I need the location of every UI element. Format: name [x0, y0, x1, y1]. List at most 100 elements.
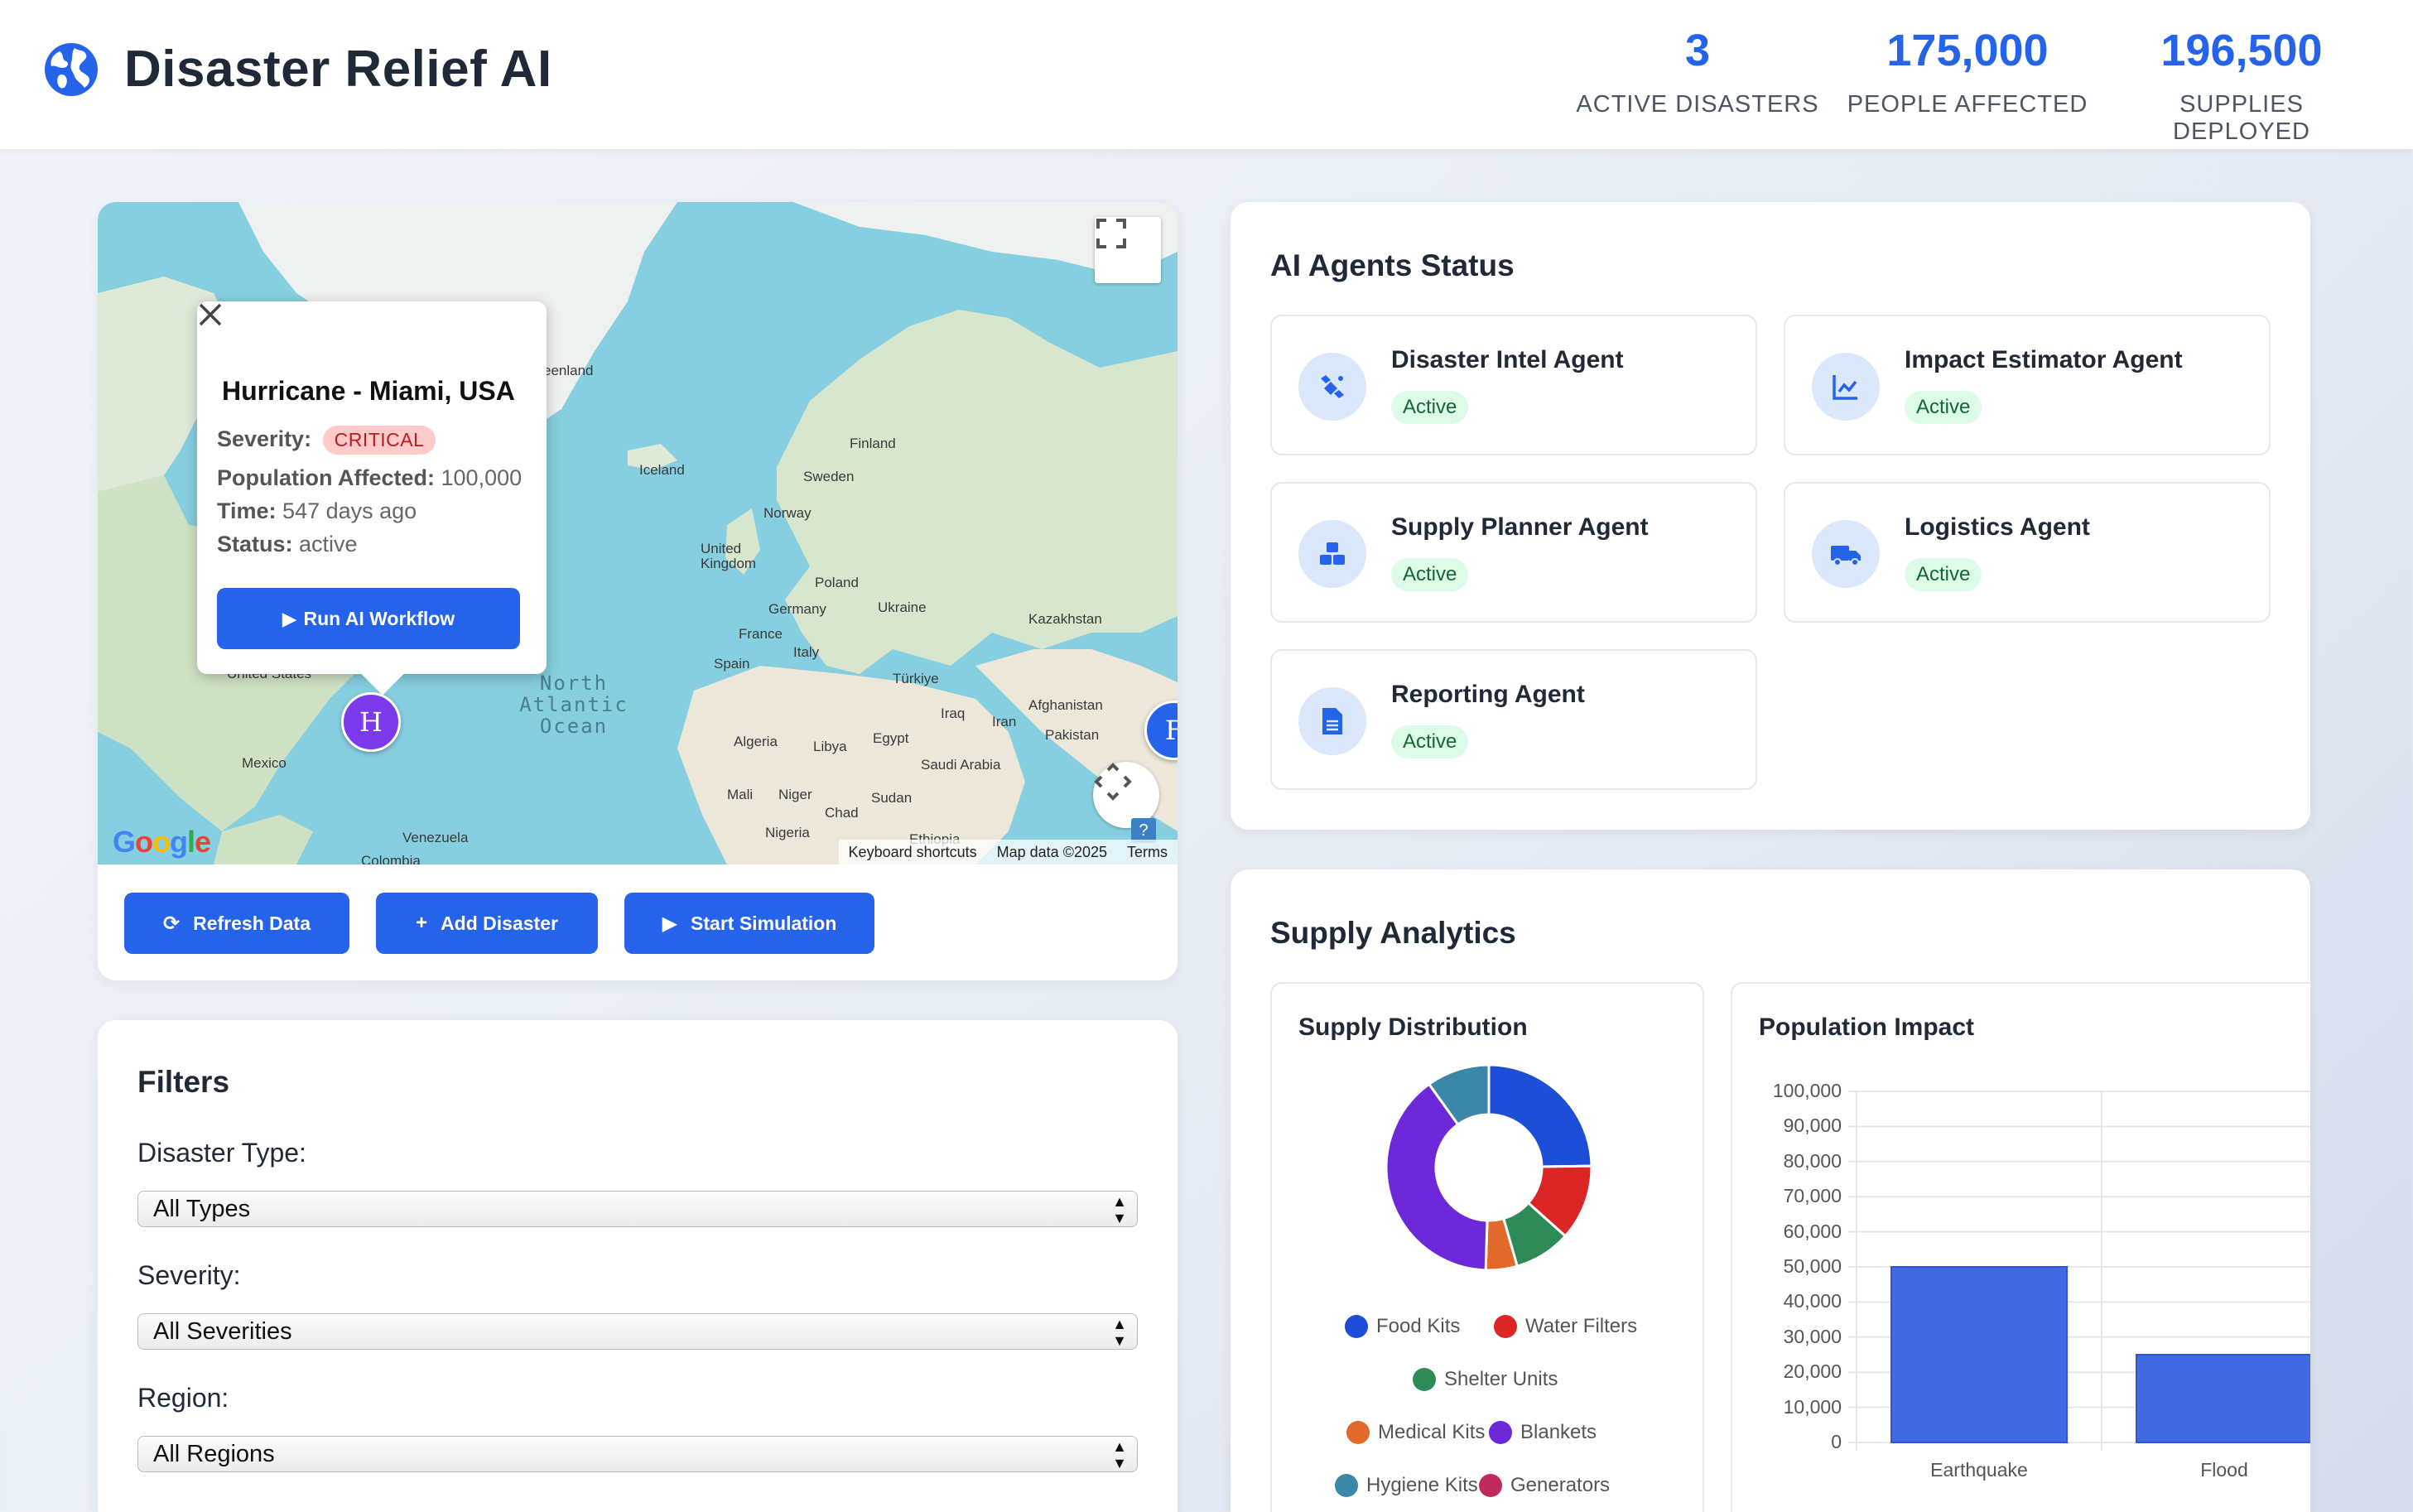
legend-label: Food Kits	[1376, 1315, 1461, 1337]
legend-swatch	[1489, 1421, 1512, 1444]
map-label: Iceland	[639, 462, 685, 478]
donut-chart	[1385, 1063, 1593, 1272]
chart-title: Population Impact	[1759, 1014, 1975, 1041]
chart-line-icon	[1812, 353, 1880, 421]
donut-slice[interactable]	[1385, 1082, 1489, 1272]
map-label: Finland	[850, 436, 896, 451]
legend-label: Blankets	[1520, 1421, 1597, 1443]
add-disaster-button[interactable]: + Add Disaster	[376, 893, 598, 954]
stat-label: SUPPLIES DEPLOYED	[2173, 91, 2310, 145]
legend-swatch	[1345, 1315, 1368, 1338]
legend-swatch	[1413, 1368, 1436, 1391]
agent-card-impact-estimator[interactable]: Impact Estimator Agent Active	[1784, 315, 2271, 455]
map-label: eenland	[543, 363, 594, 378]
population-label: Population Affected:	[217, 465, 435, 490]
y-tick-label: 40,000	[1783, 1290, 1842, 1312]
donut-slice[interactable]	[1427, 1063, 1491, 1127]
legend-label: Hygiene Kits	[1366, 1474, 1478, 1496]
map-help-button[interactable]: ?	[1131, 818, 1156, 843]
terms-link[interactable]: Terms	[1127, 843, 1168, 860]
supply-analytics-card: Supply Analytics Supply Distribution Foo…	[1231, 869, 2310, 1512]
legend-item[interactable]: Shelter Units	[1413, 1368, 1558, 1391]
stat-people-affected: 175,000 PEOPLE AFFECTED	[1843, 25, 2092, 118]
popup-time: Time: 547 days ago	[217, 498, 417, 524]
chart-title: Supply Distribution	[1298, 1014, 1528, 1041]
bar[interactable]	[2136, 1354, 2310, 1443]
map-label: Pakistan	[1045, 727, 1100, 743]
map-label: Chad	[825, 805, 859, 821]
play-icon: ▶	[282, 607, 297, 629]
agent-card-reporting[interactable]: Reporting Agent Active	[1270, 649, 1757, 790]
disaster-map[interactable]: eenland Iceland Finland Sweden Norway Un…	[98, 202, 1178, 864]
agents-status-card: AI Agents Status Disaster Intel Agent Ac…	[1231, 202, 2310, 830]
legend-item[interactable]: Hygiene Kits	[1335, 1474, 1478, 1497]
population-impact-chart: Population Impact 0 10,000 20,000 30,000 40,…	[1731, 982, 2310, 1512]
map-label: France	[739, 626, 783, 642]
stat-label: ACTIVE DISASTERS	[1576, 91, 1819, 118]
agent-card-logistics[interactable]: Logistics Agent Active	[1784, 482, 2271, 623]
plus-icon: +	[416, 912, 428, 934]
map-label: Norway	[763, 505, 812, 521]
globe-icon	[45, 42, 98, 96]
y-tick-label: 20,000	[1783, 1360, 1842, 1383]
start-simulation-button[interactable]: ▶ Start Simulation	[624, 893, 874, 954]
map-label: Poland	[815, 575, 859, 590]
fullscreen-button[interactable]	[1095, 217, 1161, 283]
map-label: Italy	[793, 644, 820, 660]
ocean-label-line: North	[539, 672, 609, 695]
agent-card-disaster-intel[interactable]: Disaster Intel Agent Active	[1270, 315, 1757, 455]
map-label: Mexico	[242, 755, 287, 771]
button-label: Start Simulation	[691, 912, 837, 934]
disaster-type-select[interactable]: All Types ▲ ▼	[137, 1191, 1138, 1227]
y-tick-label: 50,000	[1783, 1255, 1842, 1277]
map-label: Libya	[813, 739, 847, 754]
map-label: Sweden	[803, 469, 855, 484]
legend-swatch	[1346, 1421, 1370, 1444]
legend-swatch	[1494, 1315, 1517, 1338]
close-icon[interactable]	[197, 301, 224, 328]
map-label: Iraq	[941, 705, 966, 721]
status-value: active	[299, 532, 358, 556]
map-label: Afghanistan	[1028, 697, 1103, 713]
supply-analytics-title: Supply Analytics	[1270, 916, 1516, 950]
agent-status-badge: Active	[1391, 391, 1469, 424]
severity-select[interactable]: All Severities ▲ ▼	[137, 1313, 1138, 1350]
y-tick-label: 70,000	[1783, 1185, 1842, 1207]
boxes-icon	[1298, 520, 1366, 588]
play-icon: ▶	[662, 912, 678, 935]
donut-slice[interactable]	[1487, 1063, 1593, 1168]
disaster-marker-hurricane[interactable]: H	[341, 692, 401, 752]
map-land	[98, 202, 1178, 864]
legend-item[interactable]: Food Kits	[1345, 1315, 1460, 1338]
google-logo: Google	[113, 825, 211, 859]
x-tick-label: Earthquake	[1930, 1459, 2028, 1481]
map-label: Spain	[714, 656, 750, 672]
bar-chart	[1848, 1091, 2310, 1451]
legend-item[interactable]: Water Filters	[1494, 1315, 1637, 1338]
run-ai-workflow-button[interactable]: ▶ Run AI Workflow	[217, 588, 520, 649]
supply-distribution-chart: Supply Distribution Food Kits Water Filte…	[1270, 982, 1704, 1512]
refresh-icon: ⟳	[163, 912, 181, 935]
legend-item[interactable]: Medical Kits	[1346, 1421, 1485, 1444]
region-select[interactable]: All Regions ▲ ▼	[137, 1436, 1138, 1472]
legend-label: Water Filters	[1525, 1315, 1638, 1337]
legend-label: Generators	[1510, 1474, 1611, 1496]
map-camera-control[interactable]	[1093, 762, 1159, 828]
map-label: Algeria	[734, 734, 778, 749]
move-arrows-icon	[1094, 763, 1132, 801]
agent-card-supply-planner[interactable]: Supply Planner Agent Active	[1270, 482, 1757, 623]
popup-title: Hurricane - Miami, USA	[222, 376, 515, 406]
bar[interactable]	[1890, 1266, 2068, 1443]
map-label: Kazakhstan	[1028, 611, 1102, 627]
select-arrows-icon: ▲ ▼	[1112, 1438, 1127, 1471]
agent-name: Supply Planner Agent	[1391, 513, 1649, 541]
agent-name: Logistics Agent	[1905, 513, 2090, 541]
keyboard-shortcuts-link[interactable]: Keyboard shortcuts	[848, 843, 977, 860]
legend-swatch	[1335, 1474, 1358, 1497]
select-arrows-icon: ▲ ▼	[1112, 1316, 1127, 1349]
refresh-data-button[interactable]: ⟳ Refresh Data	[124, 893, 349, 954]
legend-item[interactable]: Blankets	[1489, 1421, 1597, 1444]
legend-item[interactable]: Generators	[1479, 1474, 1610, 1497]
button-label: Refresh Data	[193, 912, 311, 934]
x-tick-label: Flood	[2200, 1459, 2248, 1481]
